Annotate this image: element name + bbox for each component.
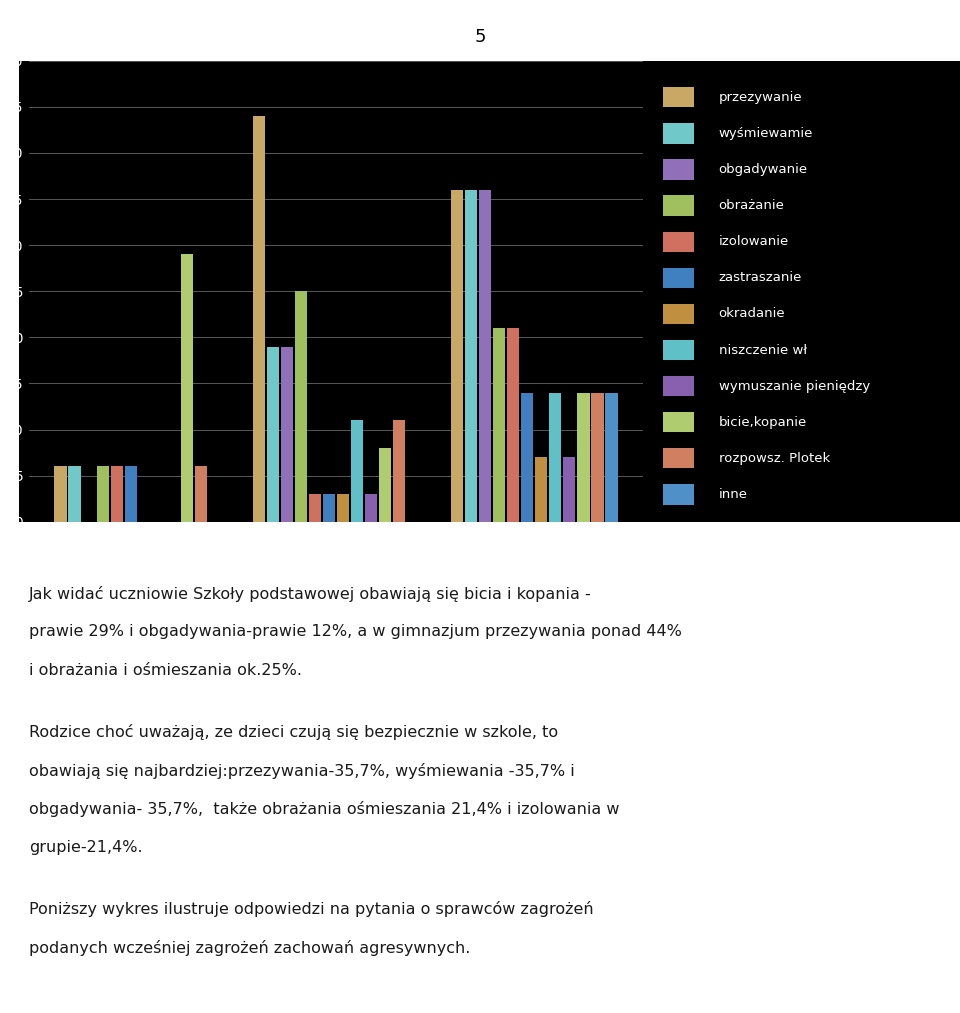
Bar [663, 159, 694, 179]
Bar [465, 189, 477, 522]
Text: wyśmiewamie: wyśmiewamie [719, 127, 813, 140]
Bar [663, 267, 694, 288]
Bar [97, 466, 108, 522]
Text: okradanie: okradanie [719, 307, 785, 320]
Bar [549, 393, 562, 522]
Bar [535, 457, 547, 522]
Bar [393, 420, 405, 522]
Bar [521, 393, 534, 522]
Bar [252, 116, 265, 522]
Bar [591, 393, 604, 522]
Bar [564, 457, 575, 522]
Text: obgadywanie: obgadywanie [719, 163, 807, 176]
Text: 5: 5 [474, 28, 486, 47]
Bar [379, 448, 392, 522]
Text: grupie-21,4%.: grupie-21,4%. [29, 840, 142, 855]
Text: inne: inne [719, 488, 748, 500]
Text: Rodzice choć uważają, ze dzieci czują się bezpiecznie w szkole, to: Rodzice choć uważają, ze dzieci czują si… [29, 724, 558, 741]
Bar [267, 346, 279, 522]
Text: rozpowsz. Plotek: rozpowsz. Plotek [719, 452, 829, 465]
Bar [507, 328, 519, 522]
Bar [663, 412, 694, 433]
Text: bicie,kopanie: bicie,kopanie [719, 415, 807, 428]
Text: zastraszanie: zastraszanie [719, 271, 802, 285]
Text: wymuszanie pieniędzy: wymuszanie pieniędzy [719, 380, 870, 393]
Bar [110, 466, 123, 522]
Bar [68, 466, 81, 522]
Bar [663, 304, 694, 324]
Bar [663, 448, 694, 468]
Bar [309, 494, 321, 522]
Bar [663, 232, 694, 252]
Bar [365, 494, 377, 522]
Bar [663, 376, 694, 396]
Bar [663, 340, 694, 361]
Text: przezywanie: przezywanie [719, 91, 803, 103]
Bar [125, 466, 137, 522]
Bar [280, 346, 293, 522]
Bar [295, 292, 307, 522]
Text: obgadywania- 35,7%,  także obrażania ośmieszania 21,4% i izolowania w: obgadywania- 35,7%, także obrażania ośmi… [29, 801, 619, 817]
Text: niszczenie wł: niszczenie wł [719, 343, 806, 357]
Bar [180, 254, 193, 522]
Text: podanych wcześniej zagrożeń zachowań agresywnych.: podanych wcześniej zagrożeń zachowań agr… [29, 940, 470, 955]
Bar [55, 466, 67, 522]
Bar [663, 87, 694, 107]
Bar [663, 196, 694, 216]
Text: Jak widać uczniowie Szkoły podstawowej obawiają się bicia i kopania -: Jak widać uczniowie Szkoły podstawowej o… [29, 586, 591, 602]
Bar [323, 494, 335, 522]
Text: i obrażania i ośmieszania ok.25%.: i obrażania i ośmieszania ok.25%. [29, 663, 301, 678]
Bar [351, 420, 363, 522]
Bar [492, 328, 505, 522]
Text: obawiają się najbardziej:przezywania-35,7%, wyśmiewania -35,7% i: obawiają się najbardziej:przezywania-35,… [29, 763, 574, 779]
Bar [663, 124, 694, 144]
Bar [451, 189, 463, 522]
Text: prawie 29% i obgadywania-prawie 12%, a w gimnazjum przezywania ponad 44%: prawie 29% i obgadywania-prawie 12%, a w… [29, 624, 682, 639]
Bar [479, 189, 492, 522]
Bar [605, 393, 617, 522]
Bar [577, 393, 589, 522]
Bar [337, 494, 349, 522]
Bar [195, 466, 207, 522]
Text: izolowanie: izolowanie [719, 235, 789, 248]
Text: obrażanie: obrażanie [719, 200, 784, 212]
Text: Poniższy wykres ilustruje odpowiedzi na pytania o sprawców zagrożeń: Poniższy wykres ilustruje odpowiedzi na … [29, 902, 593, 917]
Bar [663, 484, 694, 504]
